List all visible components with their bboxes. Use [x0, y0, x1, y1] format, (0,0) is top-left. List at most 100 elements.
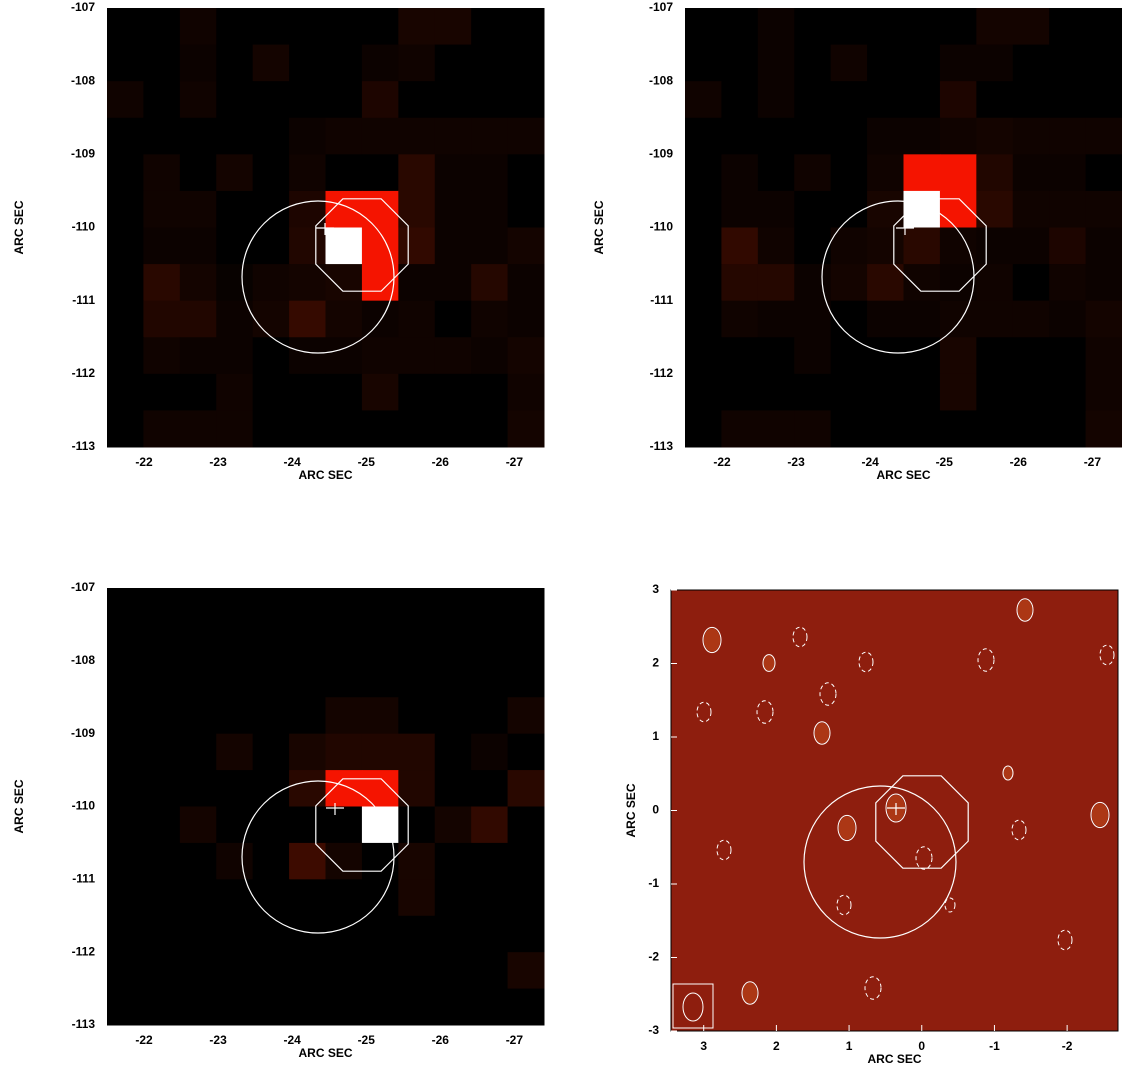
pixel: [216, 154, 253, 191]
pixel: [326, 770, 363, 807]
pixel: [143, 697, 180, 734]
pixel: [362, 770, 399, 807]
pixel: [831, 410, 868, 447]
pixel: [289, 81, 326, 118]
pixel: [216, 337, 253, 374]
pixel: [326, 191, 363, 228]
pixel: [107, 989, 144, 1026]
pixel: [362, 588, 399, 625]
y-tick-label: -110: [72, 220, 96, 234]
pixel: [216, 770, 253, 807]
pixel: [685, 228, 722, 265]
pixel: [180, 588, 217, 625]
pixel: [107, 624, 144, 661]
pixel: [216, 989, 253, 1026]
pixel: [289, 952, 326, 989]
pixel: [867, 410, 904, 447]
x-tick-label: -27: [506, 1033, 524, 1047]
pixel: [1086, 191, 1122, 228]
pixel: [758, 264, 795, 301]
pixel: [289, 734, 326, 771]
pixel: [289, 118, 326, 155]
pixel: [867, 374, 904, 411]
pixel: [326, 879, 363, 916]
pixel: [435, 588, 472, 625]
pixel: [471, 81, 508, 118]
pixel: [721, 374, 758, 411]
pixel: [904, 374, 941, 411]
map-blob: [764, 655, 775, 671]
pixel: [1013, 374, 1050, 411]
pixel: [107, 734, 144, 771]
pixel: [471, 191, 508, 228]
x-tick-label: -25: [358, 1033, 376, 1047]
pixel: [940, 154, 977, 191]
pixel: [794, 337, 831, 374]
pixel: [143, 770, 180, 807]
pixel: [398, 734, 435, 771]
pixel: [398, 301, 435, 338]
pixel: [216, 45, 253, 82]
pixel: [216, 916, 253, 953]
pixel: [326, 410, 363, 447]
pixel: [794, 154, 831, 191]
pixel: [435, 916, 472, 953]
pixel: [471, 697, 508, 734]
pixel: [758, 410, 795, 447]
x-tick-label: 0: [918, 1039, 925, 1053]
pixel: [398, 624, 435, 661]
pixel: [1049, 374, 1086, 411]
x-tick-label: -1: [989, 1039, 1000, 1053]
pixel: [216, 191, 253, 228]
pixel: [216, 588, 253, 625]
pixel: [904, 191, 941, 228]
pixel: [435, 989, 472, 1026]
pixel: [1086, 118, 1122, 155]
pixel: [508, 228, 545, 265]
pixel: [216, 228, 253, 265]
pixel: [289, 191, 326, 228]
x-axis-label: ARC SEC: [298, 1046, 352, 1060]
pixel: [508, 843, 545, 880]
pixel: [508, 81, 545, 118]
pixel: [1086, 81, 1122, 118]
map-blob: [704, 628, 720, 651]
pixel: [794, 301, 831, 338]
x-tick-label: -22: [135, 455, 153, 469]
pixel: [326, 989, 363, 1026]
pixel: [216, 624, 253, 661]
pixel: [685, 374, 722, 411]
pixel: [253, 697, 290, 734]
pixel: [831, 374, 868, 411]
pixel: [831, 337, 868, 374]
pixel: [107, 154, 144, 191]
y-tick-label: -107: [71, 0, 95, 14]
pixel: [508, 807, 545, 844]
pixel: [976, 154, 1013, 191]
y-tick-label: -111: [72, 293, 95, 307]
pixel: [794, 118, 831, 155]
y-tick-label: 2: [652, 656, 659, 670]
pixel: [867, 191, 904, 228]
pixel: [867, 337, 904, 374]
pixel: [107, 301, 144, 338]
pixel: [508, 916, 545, 953]
pixel: [326, 661, 363, 698]
pixel: [758, 154, 795, 191]
pixel: [143, 8, 180, 45]
y-tick-label: -113: [72, 1017, 96, 1031]
pixel: [435, 410, 472, 447]
x-tick-label: -24: [861, 455, 879, 469]
pixel: [435, 264, 472, 301]
pixel: [471, 989, 508, 1026]
pixel: [143, 374, 180, 411]
pixel: [253, 45, 290, 82]
pixel: [831, 154, 868, 191]
pixel: [1013, 301, 1050, 338]
pixel: [508, 734, 545, 771]
y-tick-label: -111: [650, 293, 673, 307]
pixel: [143, 588, 180, 625]
pixel: [362, 916, 399, 953]
pixel: [831, 301, 868, 338]
pixel: [180, 916, 217, 953]
